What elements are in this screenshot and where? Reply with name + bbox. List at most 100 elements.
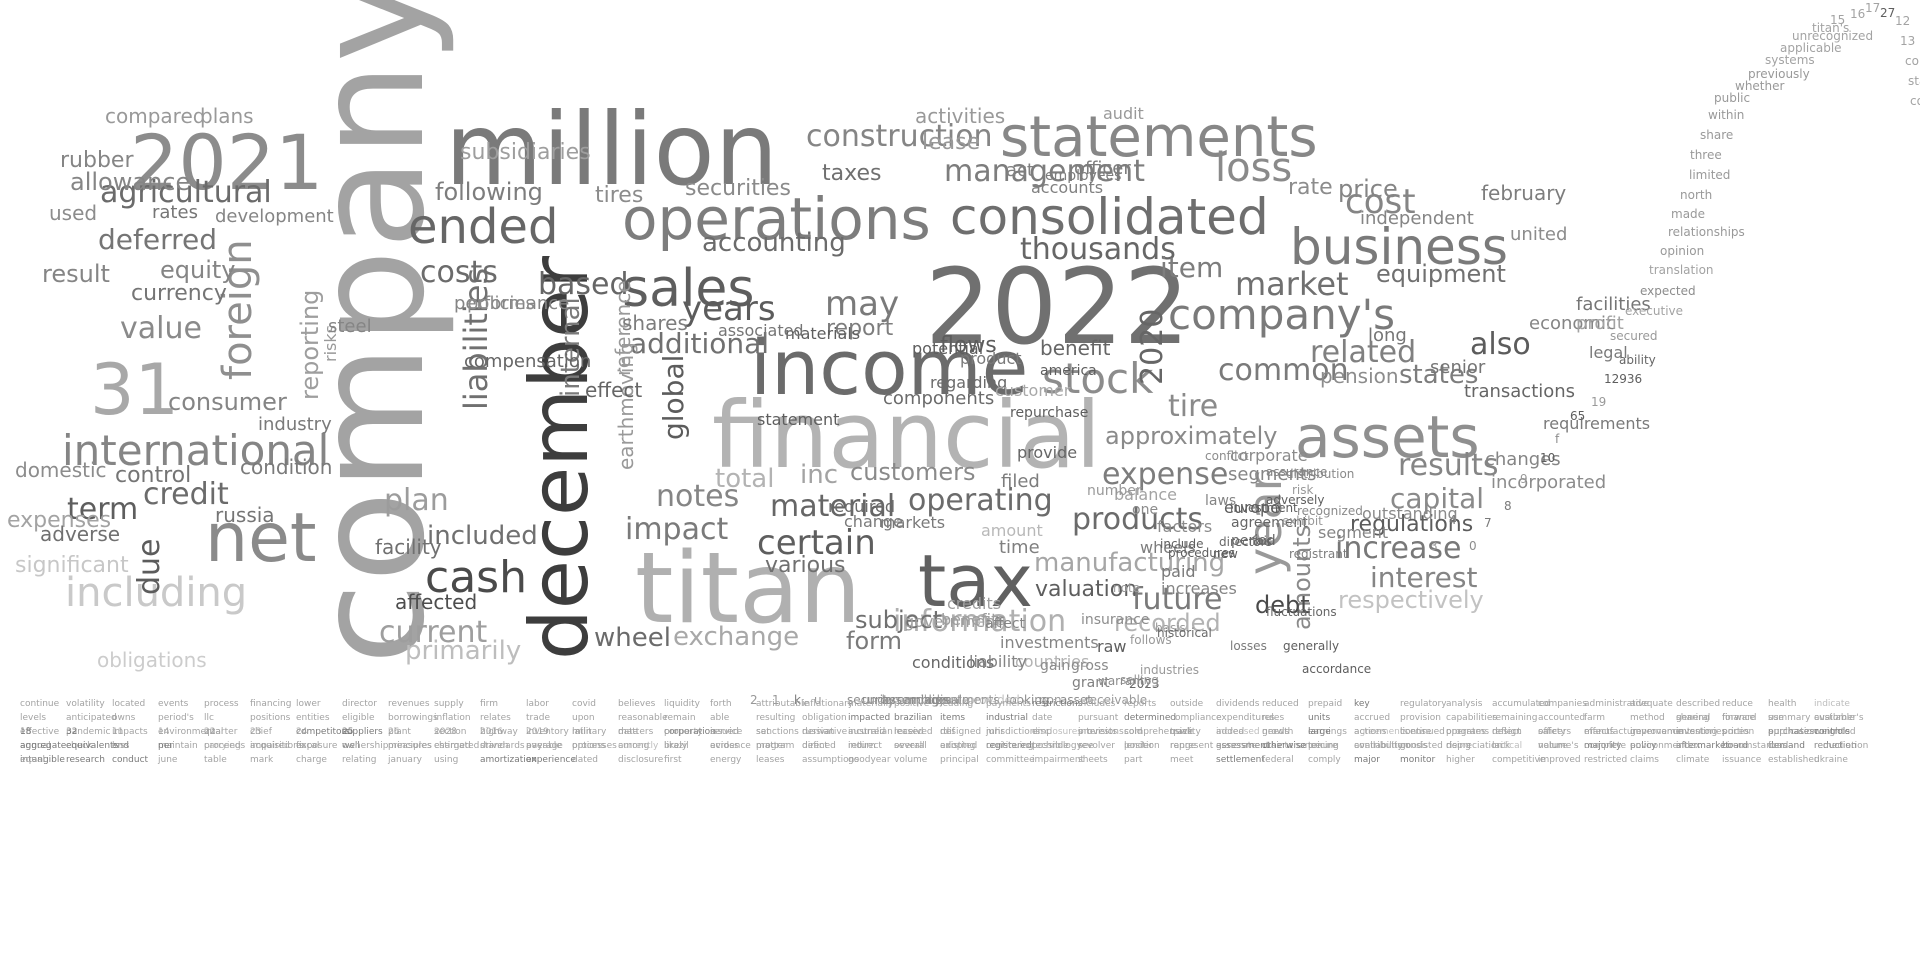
word-123: effect <box>585 378 643 402</box>
word-16: sales <box>622 259 755 319</box>
word-495: service <box>710 727 743 737</box>
word-39: value <box>120 311 202 346</box>
word-387: federal <box>1262 755 1294 765</box>
word-314: manufacture <box>1584 727 1642 737</box>
word-313: safety <box>1538 727 1566 737</box>
word-142: profit <box>1576 313 1624 334</box>
word-397: issuance <box>1722 755 1762 765</box>
word-86: states <box>1399 360 1479 390</box>
word-54: increase <box>1335 531 1462 566</box>
word-178: credits <box>947 594 1002 613</box>
word-35: market <box>1235 265 1349 303</box>
word-432: accumulated <box>1492 699 1551 709</box>
word-60: respectively <box>1338 586 1484 614</box>
word-445: positions <box>250 713 291 723</box>
word-260: public <box>1714 91 1751 105</box>
word-443: period's <box>158 713 194 723</box>
word-251: translation <box>1649 263 1714 277</box>
word-438: health <box>1768 699 1797 709</box>
word-296: sanctions <box>756 727 799 737</box>
word-241: 9 <box>1520 472 1528 486</box>
word-203: risk <box>1292 483 1314 497</box>
word-385: meet <box>1170 755 1194 765</box>
word-496: set <box>756 727 770 737</box>
word-481: 32 <box>66 727 78 737</box>
word-31: years <box>682 289 776 329</box>
word-339: several <box>894 741 927 751</box>
word-358: demand <box>1768 741 1805 751</box>
word-47: notes <box>656 479 740 514</box>
word-398: established <box>1768 755 1820 765</box>
word-238: 0 <box>1469 539 1477 553</box>
word-494: property <box>664 727 703 737</box>
word-451: trade <box>526 713 550 723</box>
word-546: generate <box>1216 741 1257 751</box>
word-247: ability <box>1619 353 1656 367</box>
word-295: issued <box>710 727 739 737</box>
word-276: general <box>1676 713 1711 723</box>
word-359: reduction <box>1814 741 1857 751</box>
word-408: revenues <box>388 699 430 709</box>
word-511: operates <box>1446 727 1486 737</box>
word-530: driven <box>480 741 509 751</box>
word-328: principles <box>388 741 432 751</box>
word-96: debt <box>1255 591 1310 619</box>
word-559: remediation <box>1814 741 1869 751</box>
word-210: recognized <box>1297 504 1363 518</box>
word-556: index <box>1676 741 1701 751</box>
word-442: owns <box>112 713 136 723</box>
word-560: equal <box>20 755 45 765</box>
word-486: 24 <box>296 727 308 737</box>
word-229: assemblies <box>882 693 949 707</box>
word-262: previously <box>1748 67 1810 81</box>
word-402: located <box>112 699 146 709</box>
word-132: audit <box>1103 104 1144 123</box>
word-197: note <box>1113 581 1141 595</box>
word-245: 19 <box>1591 395 1607 409</box>
word-55: interest <box>1370 561 1478 594</box>
word-37: equipment <box>1376 260 1506 288</box>
word-103: allowance <box>70 168 191 196</box>
word-452: upon <box>572 713 595 723</box>
word-181: countries <box>1015 652 1090 671</box>
word-482: 11 <box>112 727 124 737</box>
word-209: exhibit <box>1282 514 1323 528</box>
word-41: related <box>1310 335 1417 370</box>
word-425: outside <box>1170 699 1204 709</box>
word-201: assurance <box>1266 465 1328 479</box>
word-137: independent <box>1360 208 1474 229</box>
word-70: tires <box>595 183 644 208</box>
word-498: incurred <box>848 727 886 737</box>
word-102: rubber <box>60 148 134 173</box>
word-503: interests <box>1078 727 1118 737</box>
word-167: provide <box>1017 443 1078 462</box>
word-91: included <box>427 521 538 551</box>
word-523: per <box>158 741 173 751</box>
word-154: segment <box>1318 523 1389 542</box>
word-11: tax <box>918 539 1033 623</box>
word-266: titan's <box>1812 21 1850 35</box>
word-99: currency <box>131 281 227 306</box>
word-395: claims <box>1630 755 1659 765</box>
word-286: competitors <box>296 727 350 737</box>
word-361: research <box>66 755 105 765</box>
word-3: statements <box>1000 105 1318 170</box>
word-13: 31 <box>90 349 180 431</box>
word-532: processes <box>572 741 617 751</box>
word-355: policy <box>1630 741 1657 751</box>
word-190: raw <box>1097 637 1127 656</box>
word-497: derivative <box>802 727 848 737</box>
word-195: number <box>1087 483 1142 499</box>
word-234: 1 <box>772 693 780 707</box>
word-311: programs <box>1446 727 1490 737</box>
word-145: senior <box>1430 357 1486 378</box>
word-138: february <box>1481 181 1567 205</box>
word-124: shares <box>622 311 688 335</box>
word-348: pricing <box>1308 741 1339 751</box>
word-518: application <box>1768 727 1818 737</box>
word-207: fair <box>1252 534 1272 548</box>
word-513: officers <box>1538 727 1572 737</box>
word-293: matters <box>618 727 654 737</box>
word-487: 25 <box>342 727 354 737</box>
